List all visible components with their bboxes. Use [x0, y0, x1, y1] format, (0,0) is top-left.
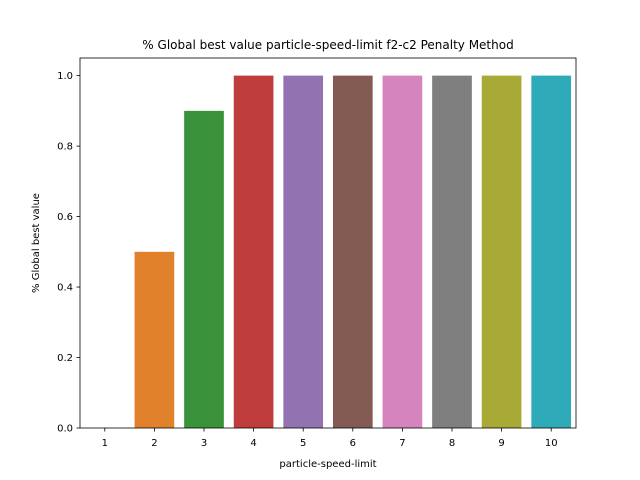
bar-5 [283, 75, 324, 428]
y-axis-label: % Global best value [31, 193, 42, 293]
y-tick-label: 0.6 [57, 212, 73, 223]
bar-4 [233, 75, 274, 428]
y-tick-label: 0.8 [57, 142, 73, 153]
x-tick-label: 4 [250, 438, 256, 449]
y-tick-label: 0.0 [57, 424, 73, 435]
x-tick-label: 9 [498, 438, 504, 449]
x-tick-label: 10 [545, 438, 558, 449]
bar-7 [382, 75, 423, 428]
bar-10 [531, 75, 572, 428]
bar-6 [332, 75, 373, 428]
y-tick-label: 0.4 [57, 283, 73, 294]
y-axis-ticks: 0.0 0.2 0.4 0.6 0.8 1.0 [57, 71, 80, 435]
y-tick-label: 0.2 [57, 353, 73, 364]
x-tick-label: 2 [151, 438, 157, 449]
x-axis-label: particle-speed-limit [279, 459, 376, 470]
x-tick-label: 6 [350, 438, 356, 449]
bar-9 [481, 75, 522, 428]
plot-frame [79, 57, 577, 429]
bar-2 [134, 251, 175, 428]
x-tick-label: 1 [102, 438, 108, 449]
x-tick-label: 5 [300, 438, 306, 449]
chart-title: % Global best value particle-speed-limit… [142, 38, 513, 52]
bar-3 [184, 110, 224, 428]
x-axis-ticks: 1 2 3 4 5 6 7 8 9 10 [102, 428, 558, 449]
y-tick-label: 1.0 [57, 71, 73, 82]
x-tick-label: 7 [399, 438, 405, 449]
x-tick-label: 8 [449, 438, 455, 449]
bars-group [134, 75, 572, 428]
bar-8 [432, 75, 472, 428]
x-tick-label: 3 [201, 438, 207, 449]
